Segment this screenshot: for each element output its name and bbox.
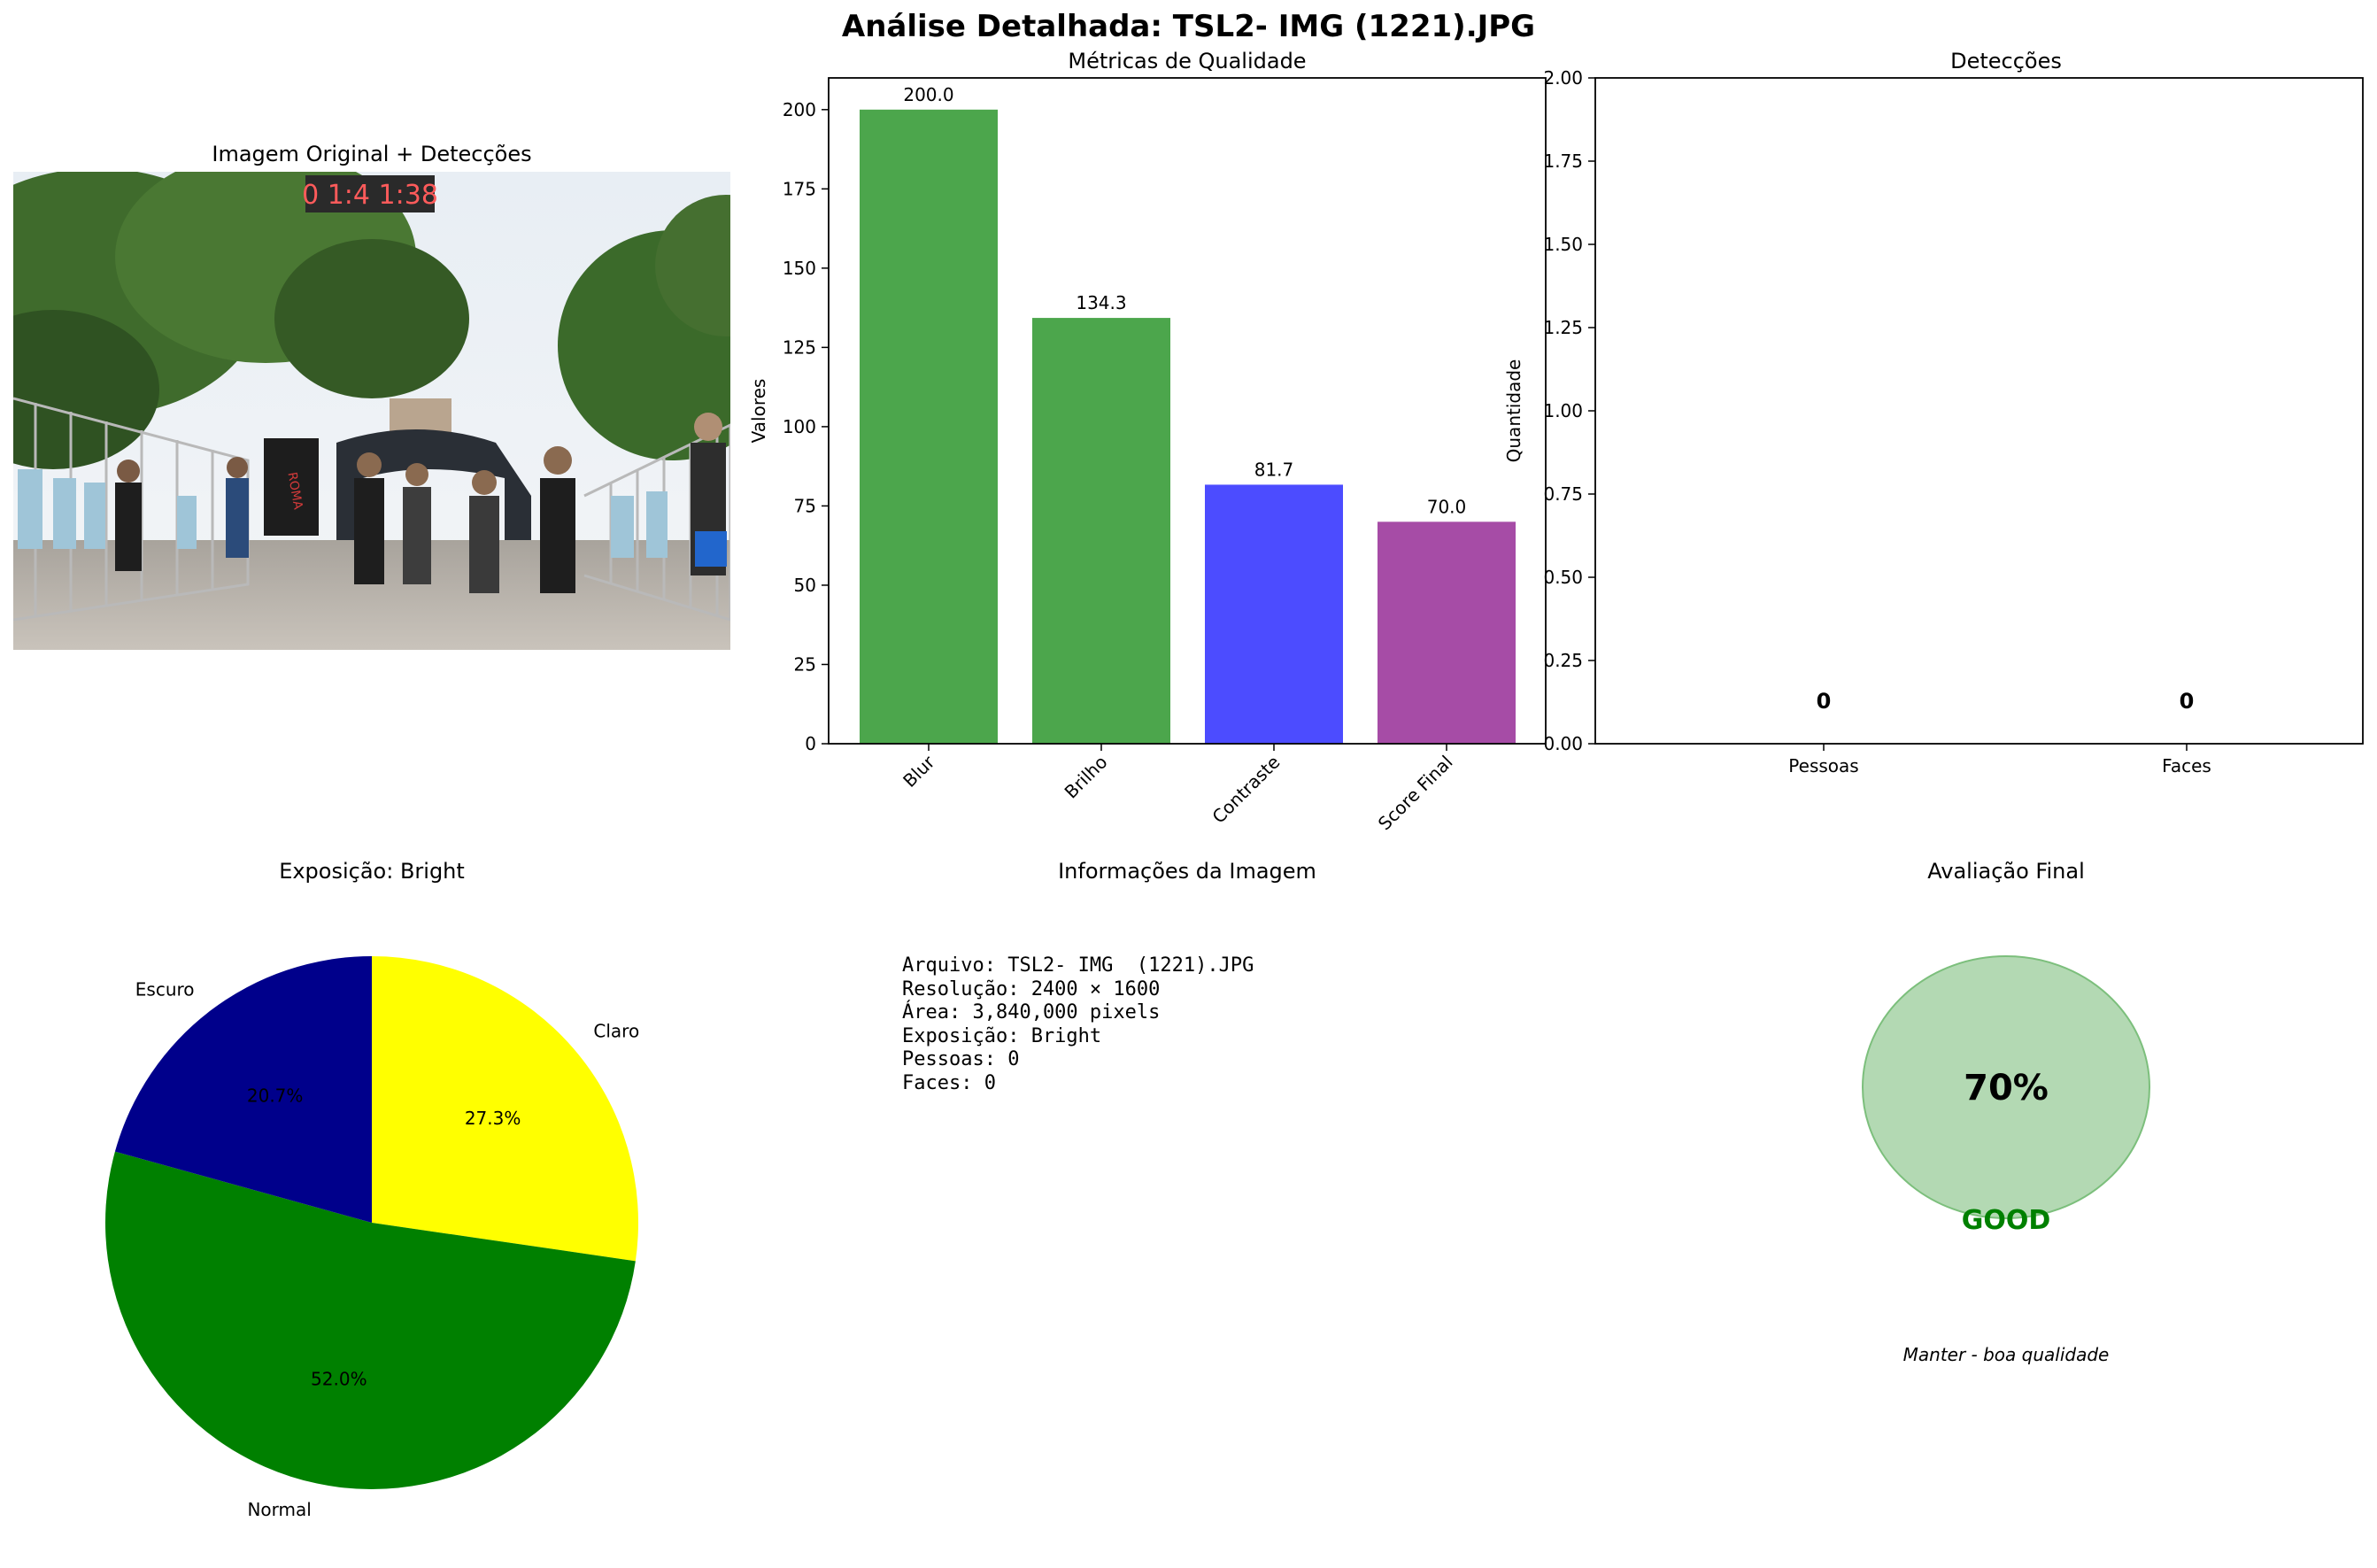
metrics-chart-title: Métricas de Qualidade bbox=[1068, 49, 1307, 73]
main-title: Análise Detalhada: TSL2- IMG (1221).JPG bbox=[841, 9, 1536, 44]
photo-finish-arch bbox=[336, 429, 531, 567]
info-line-exposure: Exposição: Bright bbox=[902, 1024, 1102, 1047]
evaluation-title: Avaliação Final bbox=[1927, 859, 2085, 884]
info-text: Arquivo: TSL2- IMG (1221).JPG Resolução:… bbox=[902, 954, 1254, 1095]
photo-spectators bbox=[18, 469, 668, 558]
photo-runners bbox=[115, 413, 727, 593]
photo-trees bbox=[13, 172, 730, 469]
photo-clock-text: 0 1:4 1:38 bbox=[302, 180, 438, 211]
photo-clock bbox=[305, 175, 435, 212]
info-title: Informações da Imagem bbox=[1058, 859, 1316, 884]
photo-banner bbox=[264, 438, 319, 536]
info-line-faces: Faces: 0 bbox=[902, 1071, 996, 1094]
info-line-file: Arquivo: TSL2- IMG (1221).JPG bbox=[902, 954, 1254, 977]
info-line-area: Área: 3,840,000 pixels bbox=[902, 1001, 1161, 1023]
photo-banner-text: ROMA bbox=[284, 471, 305, 511]
info-line-resolution: Resolução: 2400 × 1600 bbox=[902, 977, 1161, 1000]
photo-title: Imagem Original + Detecções bbox=[212, 142, 532, 166]
detections-chart-title: Detecções bbox=[1950, 49, 2062, 73]
info-line-people: Pessoas: 0 bbox=[902, 1048, 1020, 1070]
exposure-chart-title: Exposição: Bright bbox=[279, 859, 465, 884]
